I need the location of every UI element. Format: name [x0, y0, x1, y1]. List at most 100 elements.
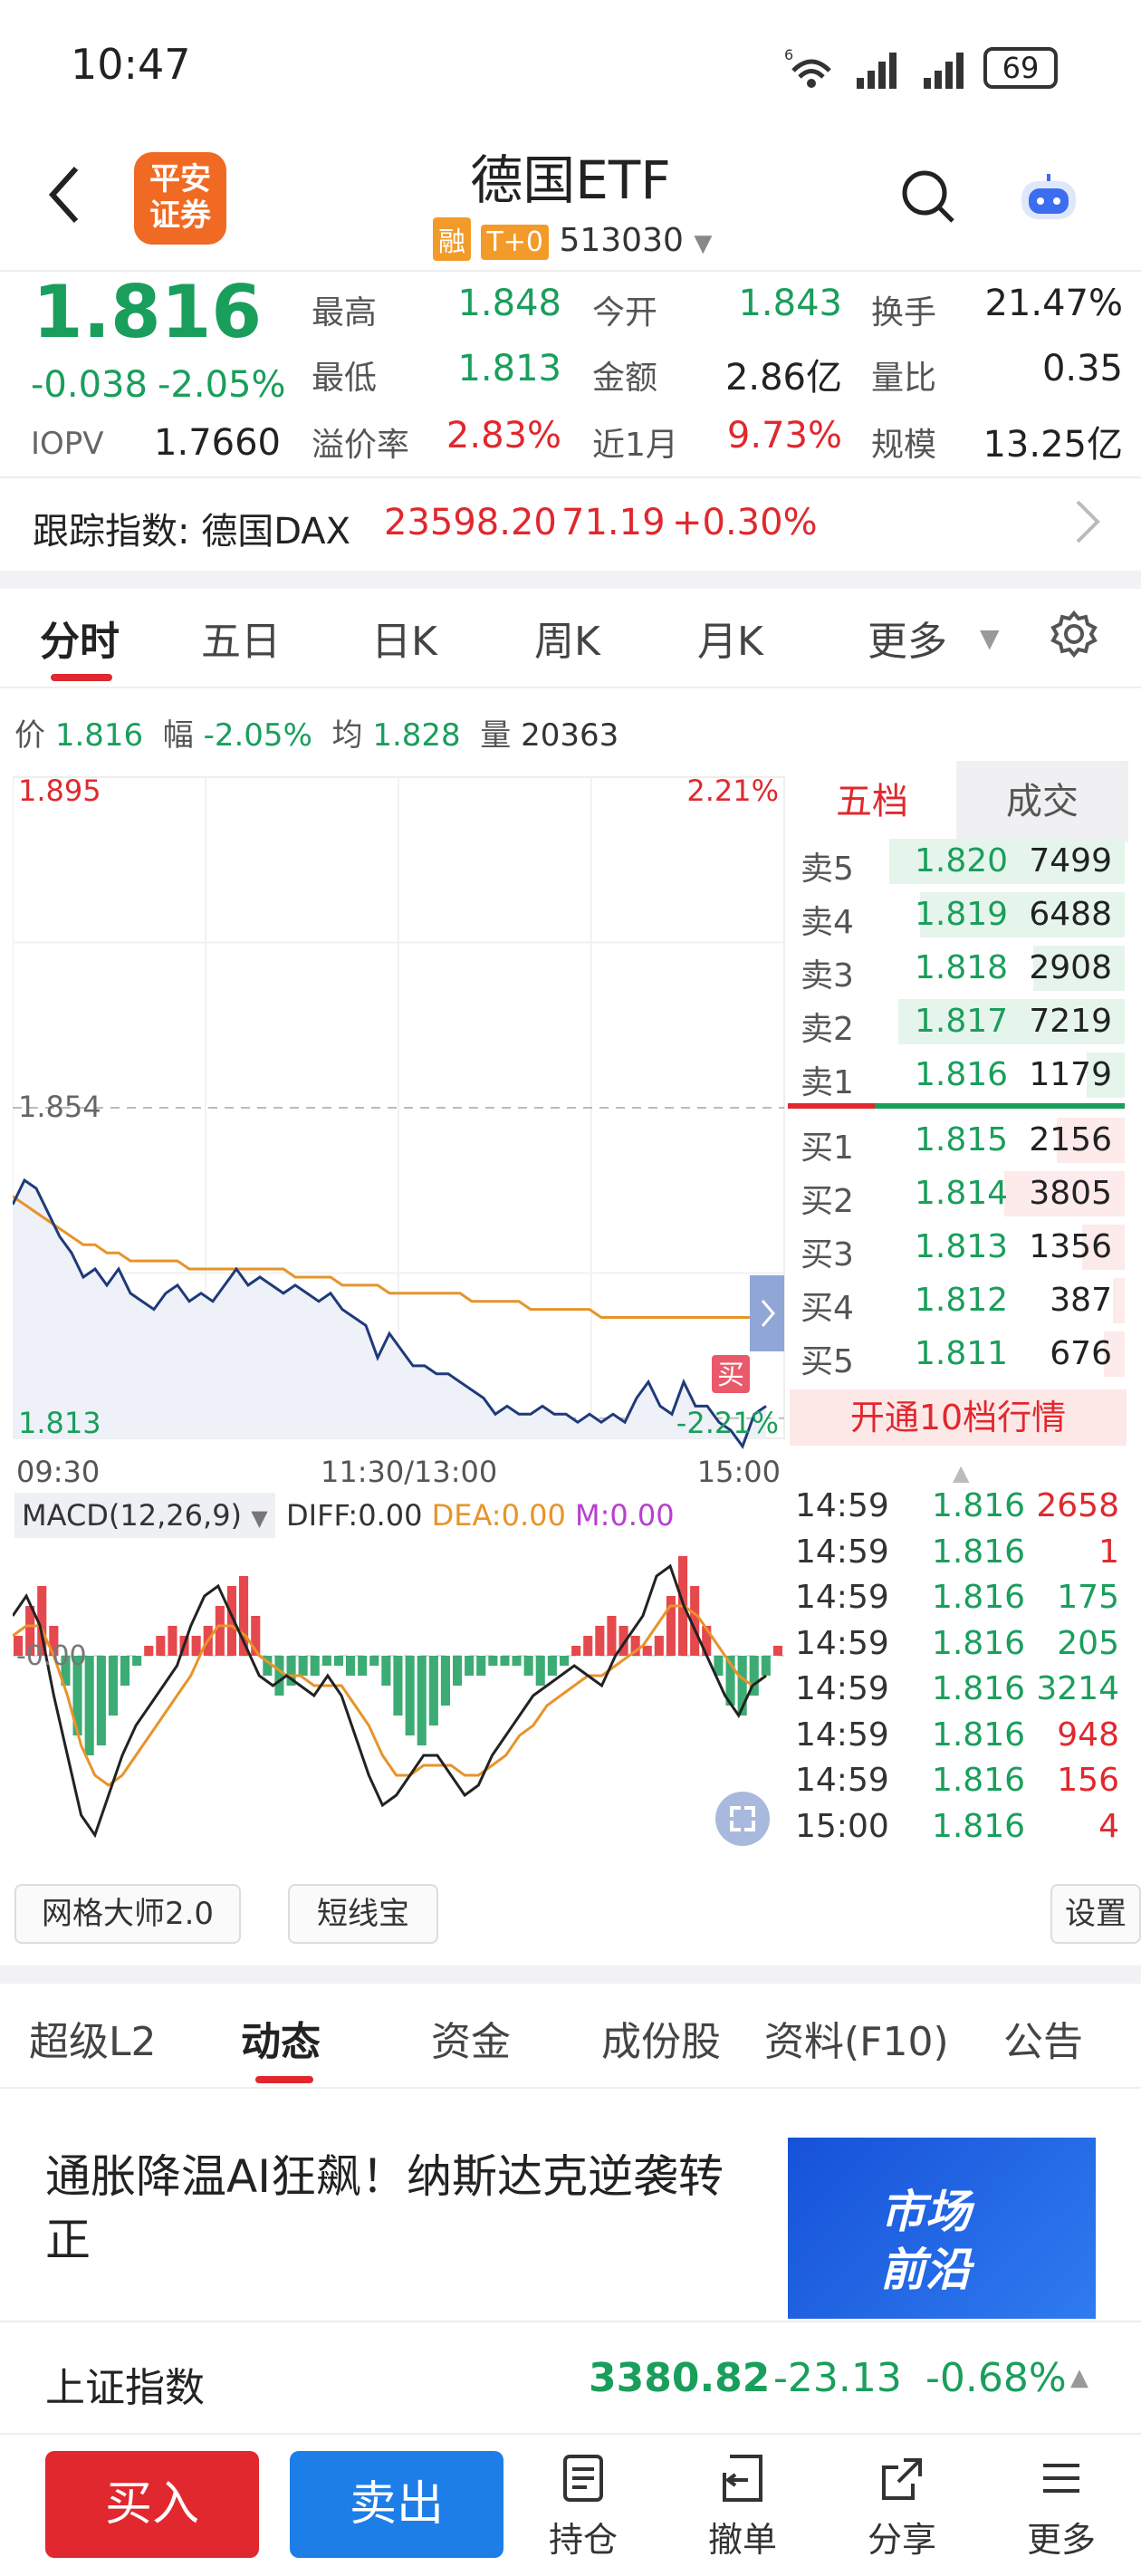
- level-volume: 7499: [1029, 842, 1112, 879]
- level-label: 卖5: [801, 851, 854, 888]
- tab-period[interactable]: 月K: [697, 619, 763, 665]
- info-tab[interactable]: 超级L2: [29, 2019, 157, 2065]
- search-icon[interactable]: [900, 168, 958, 230]
- share-button[interactable]: 分享: [848, 2453, 956, 2562]
- depth-bar: [1057, 1118, 1125, 1163]
- macd-bar: [583, 1636, 593, 1656]
- ask-row[interactable]: 卖5 1.820 7499: [788, 835, 1125, 888]
- bid-row[interactable]: 买2 1.814 3805: [788, 1168, 1125, 1220]
- info-tab[interactable]: 资料(F10): [764, 2019, 949, 2065]
- macd-bar: [239, 1576, 249, 1656]
- tracking-index-row[interactable]: 跟踪指数: 德国DAX 23598.20 71.19 +0.30%: [0, 478, 1141, 569]
- intraday-chart[interactable]: 1.895 1.854 1.813 2.21% -2.21% 买 09:30 11:30/13…: [13, 761, 788, 1485]
- short-term-button[interactable]: 短线宝: [288, 1884, 438, 1944]
- battery-icon: 69: [983, 47, 1058, 89]
- macd-bar: [381, 1656, 391, 1686]
- trade-time: 14:59: [795, 1670, 889, 1707]
- level-price: 1.818: [915, 949, 1009, 986]
- back-button[interactable]: [45, 163, 82, 230]
- expand-fullscreen-button[interactable]: [715, 1792, 770, 1846]
- macd-bar: [251, 1616, 261, 1656]
- y-bottom-label: 1.813: [18, 1406, 101, 1440]
- macd-bar: [369, 1656, 379, 1666]
- trade-price: 1.816: [931, 1716, 1025, 1754]
- buy-marker[interactable]: 买: [712, 1355, 750, 1393]
- grid-master-button[interactable]: 网格大师2.0: [14, 1884, 241, 1944]
- ask-row[interactable]: 卖1 1.816 1179: [788, 1049, 1125, 1101]
- ask-row[interactable]: 卖3 1.818 2908: [788, 942, 1125, 995]
- index-pct: -0.68%: [925, 2355, 1067, 2401]
- x-tick-label: 09:30: [16, 1455, 100, 1485]
- pct-top-label: 2.21%: [686, 774, 779, 808]
- news-item[interactable]: 通胀降温AI狂飙！纳斯达克逆袭转正 市场 前沿: [0, 2089, 1141, 2321]
- macd-bar: [226, 1586, 236, 1656]
- level-volume: 7219: [1029, 1003, 1112, 1040]
- trade-row: 14:59 1.816 948: [790, 1716, 1125, 1762]
- pct-bottom-label: -2.21%: [676, 1406, 779, 1440]
- share-icon: [882, 2458, 922, 2500]
- macd-bar: [523, 1656, 533, 1676]
- macd-chart[interactable]: -0.00: [13, 1542, 788, 1864]
- info-tab[interactable]: 资金: [431, 2019, 511, 2065]
- caret-up-icon[interactable]: ▲: [953, 1460, 970, 1485]
- gear-icon[interactable]: [1050, 610, 1098, 661]
- quote-value: 0.35: [1041, 348, 1123, 389]
- active-info-tab-indicator: [255, 2076, 313, 2083]
- macd-bar: [560, 1656, 570, 1666]
- quote-label: 金额: [592, 360, 658, 397]
- cancel-order-button[interactable]: 撤单: [688, 2453, 797, 2562]
- bid-row[interactable]: 买1 1.815 2156: [788, 1114, 1125, 1167]
- tab-period[interactable]: 日K: [371, 619, 437, 665]
- info-tab[interactable]: 公告: [1003, 2019, 1083, 2065]
- macd-bar: [737, 1656, 747, 1716]
- macd-indicator-select[interactable]: MACD(12,26,9) ▼: [14, 1493, 275, 1538]
- macd-bar: [630, 1636, 640, 1656]
- macd-bar: [25, 1606, 35, 1656]
- quote-label: 最高: [312, 294, 378, 332]
- macd-zero-label: -0.00: [16, 1640, 87, 1672]
- macd-bar: [500, 1656, 510, 1666]
- security-tags[interactable]: 融 T+0 513030 ▼: [433, 217, 712, 261]
- macd-bar: [191, 1636, 201, 1656]
- robot-assistant-icon[interactable]: [1016, 170, 1081, 230]
- tab-trades[interactable]: 成交: [956, 761, 1128, 842]
- level-label: 买2: [801, 1183, 854, 1220]
- collapse-handle[interactable]: [750, 1275, 784, 1351]
- ask-row[interactable]: 卖2 1.817 7219: [788, 995, 1125, 1048]
- svg-text:买: 买: [717, 1360, 744, 1391]
- macd-bar: [333, 1656, 343, 1666]
- more-button[interactable]: 更多: [1007, 2453, 1116, 2562]
- open-10-levels-button[interactable]: 开通10档行情: [790, 1389, 1127, 1446]
- tab-five-levels[interactable]: 五档: [788, 761, 956, 842]
- ask-row[interactable]: 卖4 1.819 6488: [788, 889, 1125, 941]
- quote-value: 13.25亿: [983, 424, 1123, 466]
- depth-bar: [920, 892, 1125, 937]
- bid-row[interactable]: 买5 1.811 676: [788, 1328, 1125, 1380]
- macd-bar: [358, 1656, 368, 1676]
- info-tab[interactable]: 动态: [241, 2019, 321, 2065]
- tab-period[interactable]: 五日: [201, 619, 281, 665]
- sell-button[interactable]: 卖出: [290, 2451, 503, 2558]
- tab-period[interactable]: 周K: [534, 619, 600, 665]
- bid-row[interactable]: 买3 1.813 1356: [788, 1221, 1125, 1274]
- tab-period[interactable]: 更多: [868, 619, 947, 665]
- buy-button[interactable]: 买入: [45, 2451, 259, 2558]
- holdings-button[interactable]: 持仓: [529, 2453, 638, 2562]
- menu-icon: [1043, 2464, 1079, 2493]
- macd-bar: [405, 1656, 415, 1735]
- cancel-label: 撤单: [707, 2520, 777, 2560]
- macd-bar: [310, 1656, 320, 1676]
- bid-row[interactable]: 买4 1.812 387: [788, 1274, 1125, 1327]
- tracking-label: 跟踪指数: 德国DAX: [33, 511, 351, 553]
- trade-volume: 156: [1057, 1762, 1119, 1799]
- settings-button[interactable]: 设置: [1050, 1884, 1141, 1944]
- y-mid-label: 1.854: [18, 1090, 101, 1124]
- quote-value: 2.83%: [446, 415, 561, 457]
- dea-line: [13, 1604, 767, 1787]
- tab-period[interactable]: 分时: [40, 619, 120, 665]
- caret-up-icon: ▲: [1070, 2364, 1088, 2391]
- info-tab[interactable]: 成份股: [601, 2019, 721, 2065]
- chevron-right-icon: [1074, 498, 1101, 549]
- last-price: 1.816: [33, 270, 263, 354]
- index-ticker[interactable]: 上证指数 3380.82 -23.13 -0.68% ▲: [0, 2321, 1141, 2433]
